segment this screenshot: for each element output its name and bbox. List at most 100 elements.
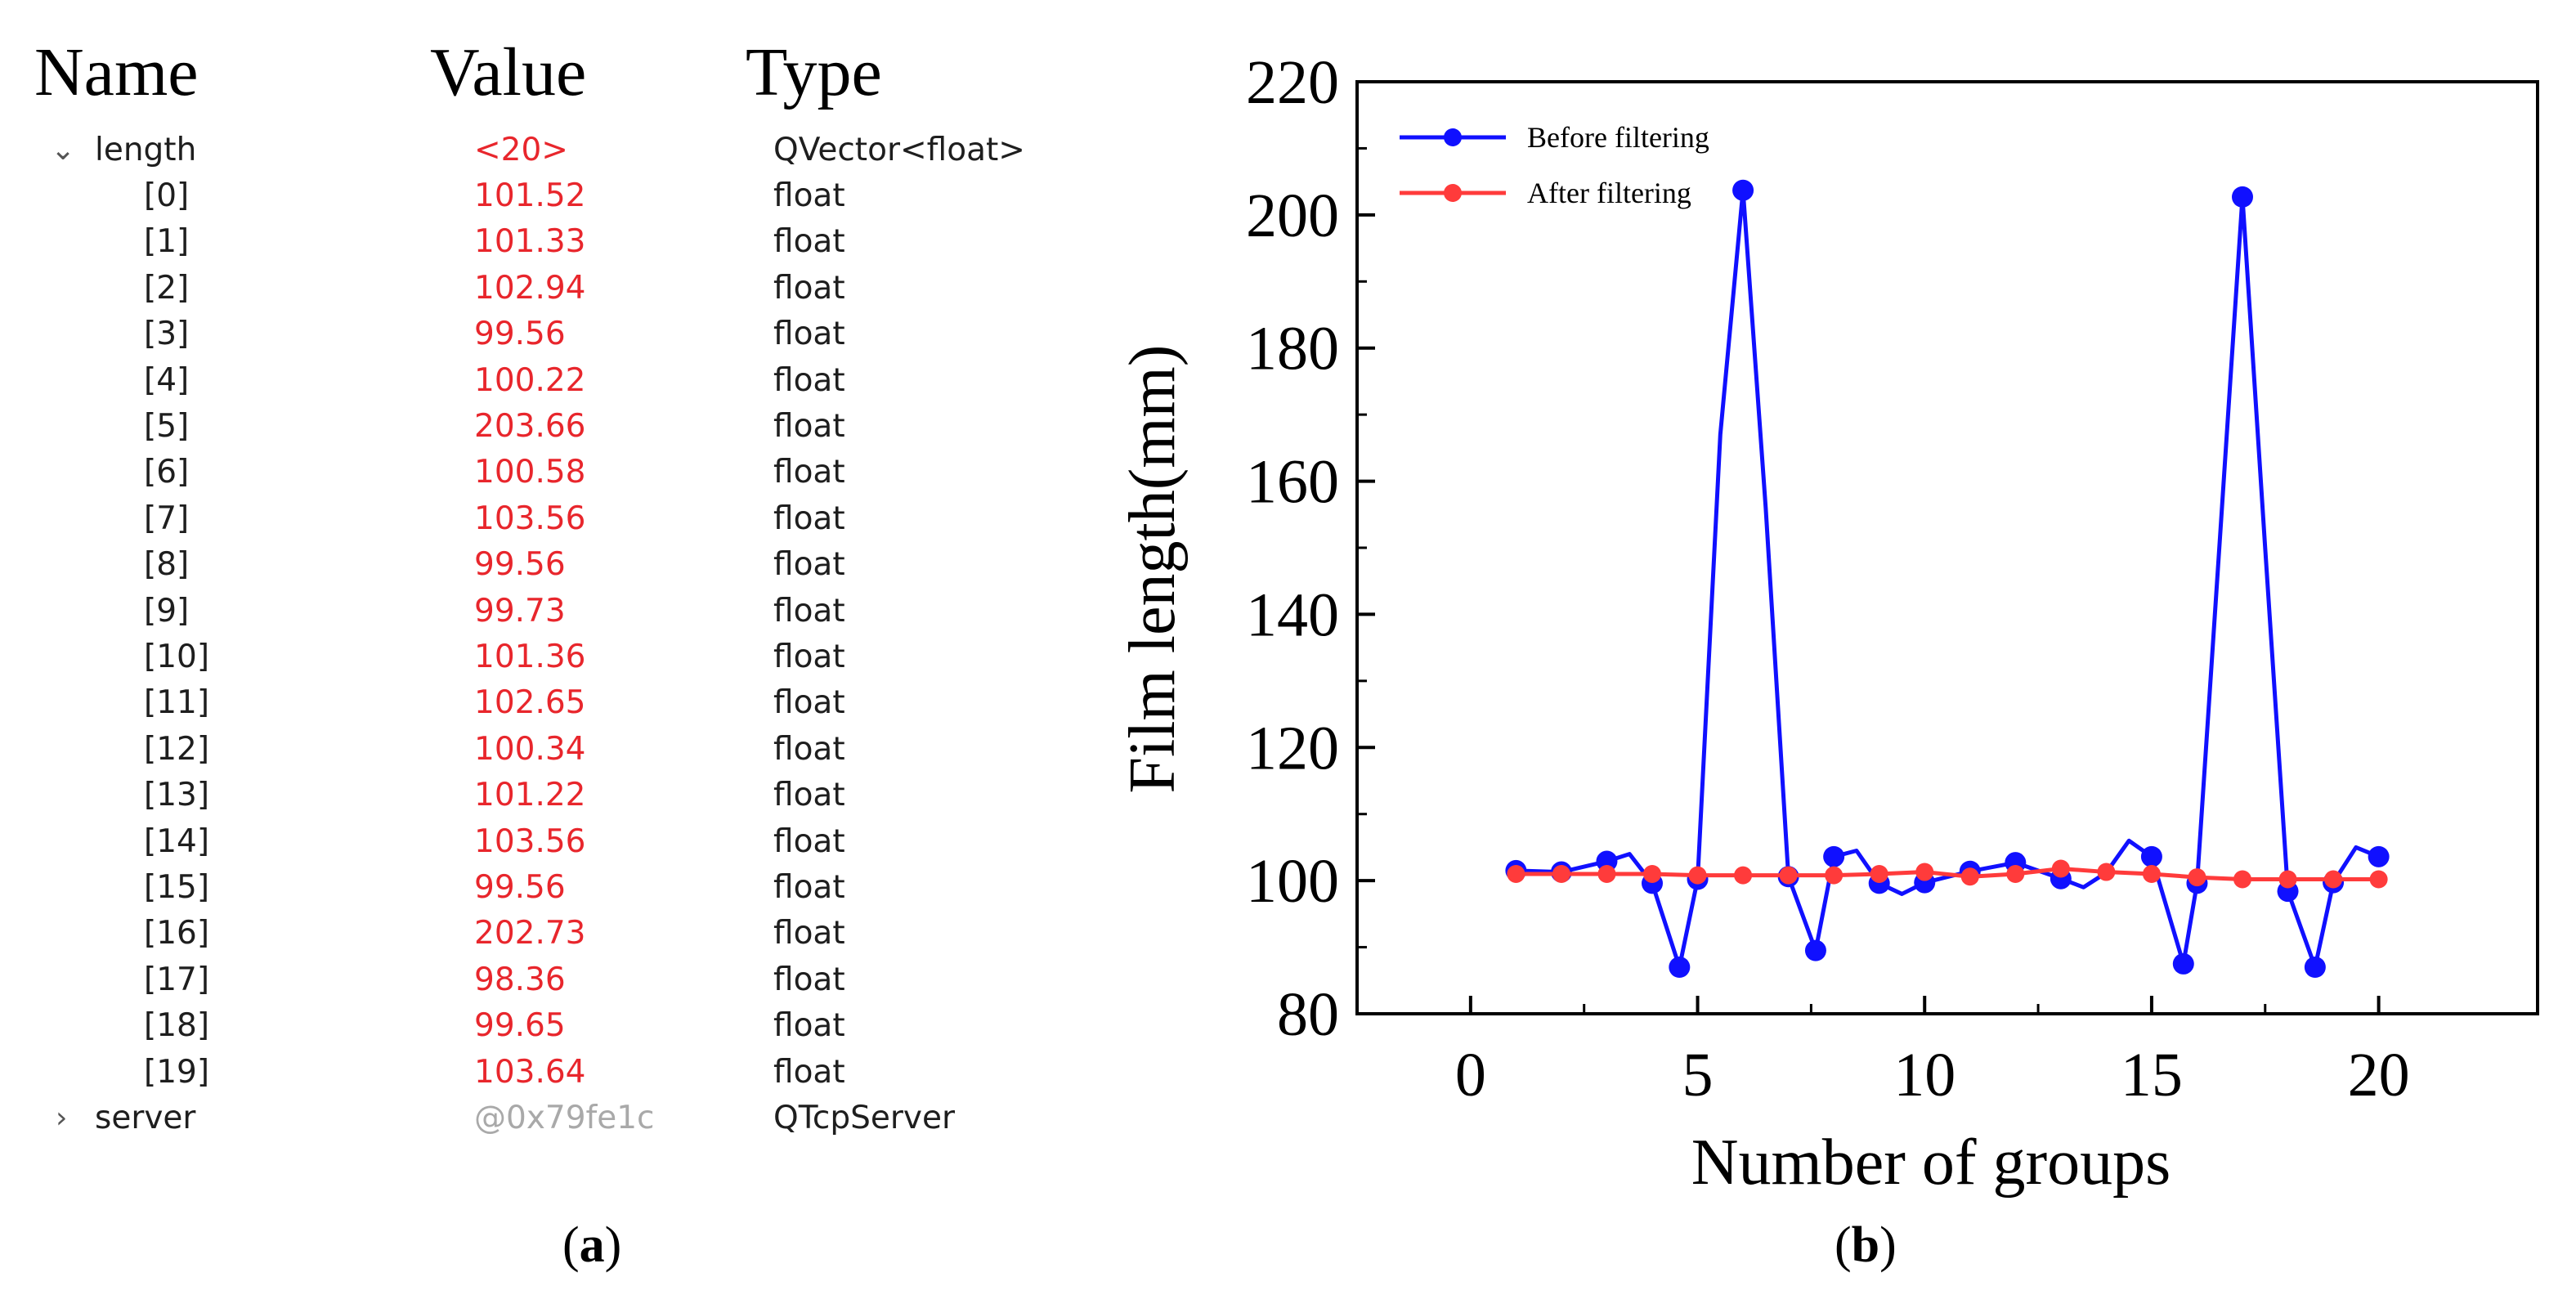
variable-value: 99.56	[474, 546, 566, 584]
variable-type: QVector<float>	[773, 132, 1025, 168]
variable-name: [11]	[144, 684, 210, 722]
variable-name: [6]	[144, 454, 190, 491]
variable-row-length[interactable]: ⌄ length <20> QVector<float>	[0, 128, 1087, 173]
variable-type: float	[773, 177, 845, 214]
variable-value: 100.22	[474, 361, 586, 399]
data-point	[2368, 845, 2390, 867]
data-point	[1552, 865, 1570, 883]
debugger-variables-panel: Name Value Type ⌄ length <20> QVector<fl…	[0, 0, 1087, 1313]
variable-value: @0x79fe1c	[474, 1100, 655, 1136]
data-point	[1870, 865, 1888, 883]
variable-value: 99.56	[474, 869, 566, 906]
data-point	[1597, 865, 1616, 883]
variable-row-server[interactable]: › server @0x79fe1c QTcpServer	[0, 1096, 1087, 1141]
variable-type: float	[773, 546, 845, 584]
data-point	[1804, 939, 1826, 961]
data-point	[2324, 870, 2343, 889]
variable-type: float	[773, 454, 845, 491]
variable-name: [14]	[144, 822, 210, 860]
variable-row-element[interactable]: [0] 101.52 float	[0, 173, 1087, 219]
y-tick-label: 80	[1277, 980, 1339, 1049]
variable-value: 202.73	[474, 915, 586, 952]
x-tick-label: 0	[1455, 1041, 1486, 1109]
variable-name: server	[95, 1100, 196, 1136]
data-point	[1669, 957, 1691, 978]
data-point	[1507, 865, 1525, 883]
x-tick-label: 20	[2348, 1041, 2410, 1109]
variable-name: [12]	[144, 730, 210, 768]
variable-row-element[interactable]: [3] 99.56 float	[0, 311, 1087, 357]
data-point	[2142, 865, 2161, 883]
variable-row-element[interactable]: [1] 101.33 float	[0, 219, 1087, 265]
name-column-header: Name	[34, 34, 199, 110]
variable-row-element[interactable]: [4] 100.22 float	[0, 358, 1087, 404]
variable-row-element[interactable]: [5] 203.66 float	[0, 404, 1087, 450]
variable-name: length	[95, 132, 197, 168]
chevron-right-icon[interactable]: ›	[56, 1101, 68, 1135]
variable-type: float	[773, 777, 845, 814]
data-point	[2233, 870, 2251, 889]
data-point	[1915, 863, 1934, 881]
variable-row-element[interactable]: [10] 101.36 float	[0, 634, 1087, 680]
variable-type: QTcpServer	[773, 1100, 955, 1136]
variable-name: [13]	[144, 777, 210, 814]
y-tick-label: 100	[1246, 847, 1339, 916]
data-point	[2304, 957, 2326, 978]
variable-type: float	[773, 915, 845, 952]
variable-row-element[interactable]: [13] 101.22 float	[0, 773, 1087, 818]
data-point	[1734, 866, 1753, 885]
variable-row-element[interactable]: [19] 103.64 float	[0, 1050, 1087, 1096]
y-tick-label: 160	[1246, 448, 1339, 517]
variable-row-element[interactable]: [7] 103.56 float	[0, 496, 1087, 542]
variable-value: 203.66	[474, 408, 586, 445]
variable-type: float	[773, 961, 845, 998]
data-point	[1732, 179, 1754, 201]
x-tick-label: 5	[1682, 1041, 1714, 1109]
variable-row-element[interactable]: [15] 99.56 float	[0, 865, 1087, 911]
variable-row-element[interactable]: [6] 100.58 float	[0, 450, 1087, 495]
variable-type: float	[773, 361, 845, 399]
x-tick-label: 10	[1893, 1041, 1956, 1109]
variable-name: [19]	[144, 1053, 210, 1091]
variable-value: 102.94	[474, 269, 586, 307]
variable-row-element[interactable]: [2] 102.94 float	[0, 266, 1087, 311]
variable-name: [9]	[144, 592, 190, 630]
variable-name: [8]	[144, 546, 190, 584]
variable-type: float	[773, 1053, 845, 1091]
variable-value: 99.73	[474, 592, 566, 630]
variable-row-element[interactable]: [9] 99.73 float	[0, 589, 1087, 634]
variable-type: float	[773, 639, 845, 675]
variable-value: 100.34	[474, 730, 586, 768]
variable-row-element[interactable]: [12] 100.34 float	[0, 727, 1087, 773]
variable-row-element[interactable]: [18] 99.65 float	[0, 1003, 1087, 1049]
variable-name: [0]	[144, 177, 190, 214]
data-point	[2051, 859, 2070, 878]
variable-row-element[interactable]: [14] 103.56 float	[0, 819, 1087, 865]
data-point	[2006, 865, 2025, 883]
data-point	[2140, 845, 2162, 867]
variable-type: float	[773, 500, 845, 537]
variable-row-element[interactable]: [8] 99.56 float	[0, 542, 1087, 588]
variable-name: [17]	[144, 961, 210, 998]
data-point	[1825, 866, 1844, 885]
variable-value: 98.36	[474, 961, 566, 998]
variable-name: [4]	[144, 361, 190, 399]
chevron-down-icon[interactable]: ⌄	[51, 133, 76, 167]
variable-row-element[interactable]: [16] 202.73 float	[0, 911, 1087, 957]
variable-value: 101.36	[474, 639, 586, 675]
data-point	[2188, 868, 2206, 887]
variable-type: float	[773, 730, 845, 768]
variable-value: 100.58	[474, 454, 586, 491]
variable-row-element[interactable]: [11] 102.65 float	[0, 680, 1087, 726]
data-point	[1643, 865, 1661, 883]
x-tick-label: 15	[2121, 1041, 2183, 1109]
variable-name: [15]	[144, 869, 210, 906]
variable-value: 99.65	[474, 1007, 566, 1045]
variable-value: 101.33	[474, 223, 586, 261]
variable-type: float	[773, 1007, 845, 1045]
variable-value: 103.56	[474, 822, 586, 860]
caption-b: (b)	[1835, 1217, 1897, 1273]
variable-row-element[interactable]: [17] 98.36 float	[0, 957, 1087, 1003]
type-column-header: Type	[746, 34, 882, 110]
